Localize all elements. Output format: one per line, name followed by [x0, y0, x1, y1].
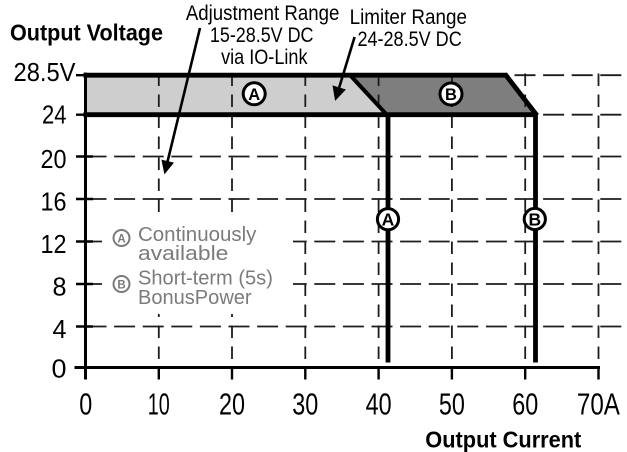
svg-text:Output Current: Output Current [425, 426, 581, 452]
svg-text:B: B [445, 86, 457, 104]
svg-text:24-28.5V DC: 24-28.5V DC [357, 28, 461, 51]
svg-text:15-28.5V DC: 15-28.5V DC [210, 24, 314, 47]
svg-text:0: 0 [52, 354, 67, 384]
svg-text:A: A [117, 233, 125, 245]
svg-text:40: 40 [366, 387, 392, 422]
svg-text:Adjustment Range: Adjustment Range [186, 2, 340, 25]
svg-text:Short-term (5s): Short-term (5s) [138, 267, 273, 290]
svg-text:Limiter Range: Limiter Range [350, 6, 467, 29]
svg-text:BonusPower: BonusPower [138, 286, 252, 309]
svg-text:20: 20 [219, 387, 245, 422]
svg-text:60: 60 [512, 387, 538, 422]
svg-text:50: 50 [439, 387, 465, 422]
svg-text:30: 30 [292, 387, 318, 422]
svg-text:24: 24 [42, 100, 67, 130]
svg-text:8: 8 [53, 271, 67, 301]
svg-text:B: B [117, 279, 125, 291]
svg-text:20: 20 [41, 144, 67, 174]
svg-text:available: available [138, 242, 228, 265]
svg-text:0: 0 [79, 387, 92, 422]
svg-text:16: 16 [41, 186, 67, 216]
svg-text:28.5V: 28.5V [14, 57, 77, 87]
svg-text:via IO-Link: via IO-Link [221, 46, 308, 69]
svg-text:12: 12 [41, 229, 67, 259]
svg-text:A: A [248, 86, 260, 104]
svg-text:4: 4 [53, 314, 67, 344]
svg-text:Output Voltage: Output Voltage [10, 19, 163, 45]
svg-text:B: B [528, 209, 541, 229]
svg-text:A: A [382, 210, 395, 230]
svg-text:70A: 70A [577, 387, 620, 422]
svg-text:10: 10 [148, 387, 170, 422]
svg-text:Continuously: Continuously [138, 223, 257, 246]
